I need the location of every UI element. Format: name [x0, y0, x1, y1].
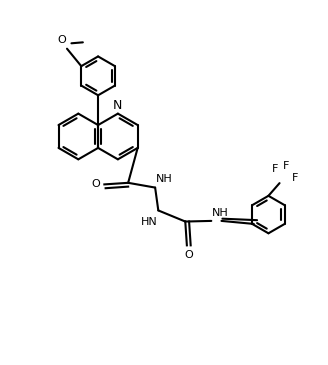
Text: N: N — [113, 99, 123, 112]
Text: F: F — [272, 164, 278, 174]
Text: NH: NH — [212, 208, 229, 218]
Text: O: O — [92, 180, 101, 189]
Text: F: F — [292, 173, 298, 183]
Text: NH: NH — [156, 174, 173, 184]
Text: O: O — [57, 35, 66, 45]
Text: HN: HN — [141, 218, 157, 227]
Text: F: F — [283, 161, 289, 171]
Text: O: O — [184, 250, 193, 260]
